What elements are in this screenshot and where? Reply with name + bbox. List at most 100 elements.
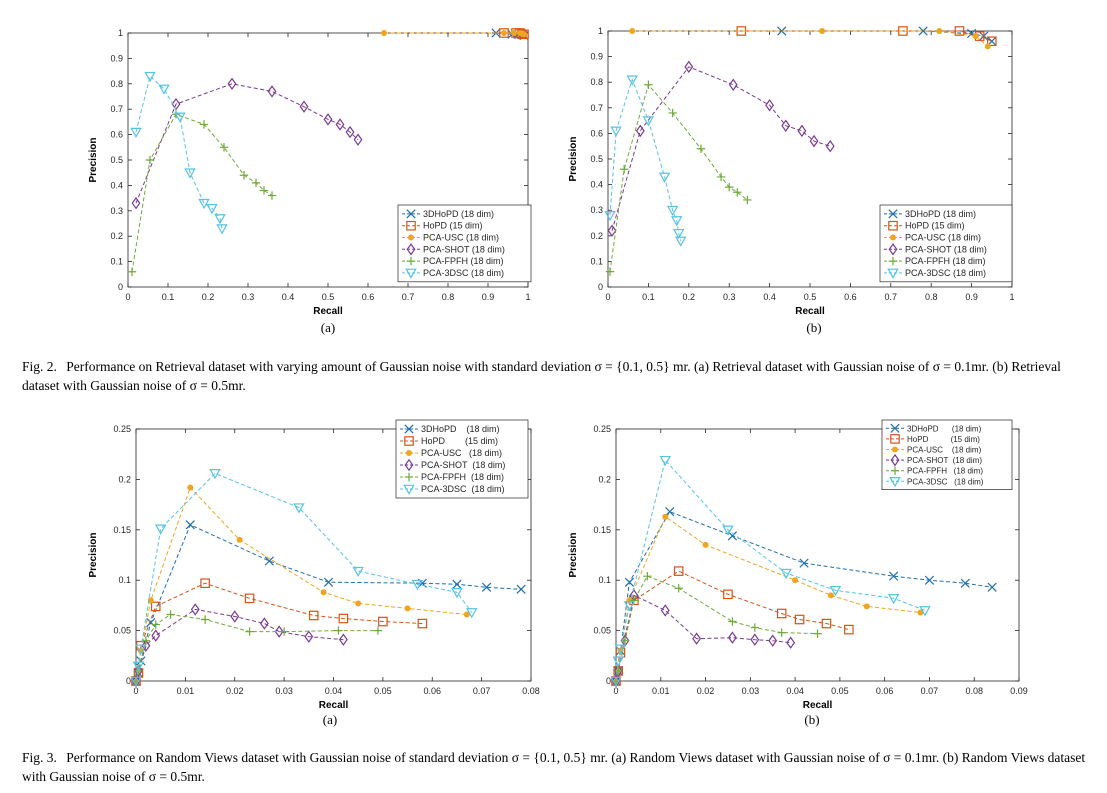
fig2b-ytick-label: 1: [598, 26, 603, 36]
fig3a-pca-shot-point: [338, 633, 348, 646]
fig3a-pca-fpfh-point: [279, 627, 289, 636]
fig2b-legend-marker: [890, 234, 896, 241]
fig3b-legend-marker: [890, 466, 900, 475]
fig3b-legend-marker: [892, 446, 898, 453]
fig3b-xtick-label: 0: [613, 686, 618, 696]
fig3b-pca-shot-point: [727, 631, 737, 644]
fig2a-pca-3dsc-point: [198, 198, 210, 210]
fig2b-pca-shot-line: [611, 66, 831, 231]
fig2b-series-pca-usc: [629, 28, 991, 50]
fig3a-3dhopd-point: [516, 584, 526, 594]
fig2a-ytick-label: 0.2: [110, 231, 123, 241]
fig2a-legend-box: [397, 204, 532, 283]
fig3b-pca-usc-point: [662, 513, 669, 520]
fig2a-chart: 0 0.1 0.2 0.3 0.4 0.5 0.6 0.7 0.8 0.9 1 0 0.1 0.2 0.3 0…: [88, 28, 532, 317]
fig3b-pca-shot-point: [660, 604, 670, 617]
fig3b-legend-marker: [890, 453, 900, 467]
fig2a-legend-marker: [406, 243, 416, 256]
fig2a-pca-usc-point: [381, 30, 387, 36]
fig2a-pca-fpfh-point: [219, 143, 229, 152]
fig3b-hopd-point: [673, 566, 684, 576]
fig3-caption: Fig. 3. Performance on Random Views data…: [22, 748, 1092, 786]
fig3b-ytick-label: 0.25: [593, 424, 611, 434]
fig3b-pca-usc-point: [792, 577, 799, 584]
fig3b-3dhopd-point: [960, 578, 970, 588]
fig3b-legend-marker: [890, 423, 900, 433]
fig2a-pca-fpfh-point: [199, 120, 209, 129]
fig2b-ytick-label: 0.7: [590, 103, 603, 113]
fig2b-pca-shot-point: [797, 124, 807, 138]
fig3b-ytick-label: 0.05: [593, 626, 611, 636]
fig2b-pca-shot-point: [635, 124, 645, 138]
fig3a-pca-shot-point: [151, 629, 161, 642]
fig2-caption: Fig. 2. Performance on Retrieval dataset…: [22, 357, 1092, 395]
fig3b-pca-fpfh-point: [614, 666, 623, 676]
fig2a-legend-marker: [408, 234, 414, 241]
fig2b-legend-marker: [888, 243, 898, 256]
fig2b-pca-3dsc-point: [658, 172, 671, 183]
fig3b-ytick-label: 0: [606, 676, 611, 686]
fig3b-xtick-label: 0.02: [697, 686, 715, 696]
fig2b-3dhopd-point: [918, 26, 928, 36]
fig3a-pca-fpfh-point: [373, 626, 383, 635]
fig3a-pca-shot-line: [135, 608, 344, 682]
fig3a-pca-3dsc-point: [352, 566, 364, 578]
fig2a-pca-fpfh-point: [239, 171, 249, 180]
fig3a-pca-shot-point: [230, 610, 240, 623]
fig2a-xlabel: Recall: [313, 306, 343, 317]
fig2b-pca-usc-point: [819, 28, 826, 34]
fig3-text: Performance on Random Views dataset with…: [22, 750, 1086, 784]
fig3a-pca-shot-point: [274, 625, 284, 638]
fig2a-pca-usc-point: [511, 30, 517, 36]
fig2a-pca-shot-point: [299, 100, 309, 113]
fig3b-legend-label-pca-3dsc: PCA-3DSC (18 dim): [907, 477, 984, 486]
fig2a-pca-3dsc-point: [216, 224, 228, 235]
fig2b-pca-fpfh-point: [716, 172, 726, 182]
fig3b-pca-fpfh-line: [615, 575, 818, 682]
fig3a-hopd-point: [150, 601, 161, 612]
fig3a-legend-label-hopd: HoPD (15 dim): [421, 436, 498, 446]
fig2b-pca-shot-point: [607, 224, 617, 237]
fig3a-legend-marker: [404, 472, 414, 482]
fig3a-pca-usc-point: [236, 536, 243, 543]
fig2a-pca-fpfh-point: [145, 155, 155, 165]
fig2b-pca-shot-point: [781, 119, 791, 132]
fig2b-xlabel: Recall: [795, 306, 825, 317]
fig2a-pca-3dsc-point: [130, 127, 142, 138]
fig3b-pca-shot-line: [615, 594, 791, 682]
fig2a-legend-marker: [406, 209, 416, 219]
fig2a-legend-label-hopd: HoPD (15 dim): [423, 221, 483, 231]
fig2b-pca-fpfh-point: [743, 195, 752, 205]
fig3a-hopd-point: [200, 578, 210, 589]
fig3b-pca-usc-point: [702, 541, 709, 548]
fig3b-hopd-point: [794, 614, 805, 625]
fig3a-legend-label-pca-3dsc: PCA-3DSC (18 dim): [421, 484, 505, 494]
fig2a-xtick-label: 1: [525, 292, 530, 302]
fig2b-series-pca-3dsc: [604, 75, 687, 247]
fig2b-legend-box: [879, 204, 1013, 283]
fig3b-pca-3dsc-line: [615, 459, 926, 682]
fig2b-pca-usc-point: [629, 28, 636, 34]
fig2b-ytick-label: 0.6: [590, 128, 603, 138]
fig2b-pca-fpfh-point: [733, 188, 742, 197]
fig2a-legend-marker: [406, 256, 416, 266]
fig3b-legend-label-pca-usc: PCA-USC (18 dim): [907, 446, 982, 455]
fig2b-pca-fpfh-point: [725, 182, 734, 192]
fig2b-pca-fpfh-point: [668, 108, 677, 118]
fig3a-sublabel: (a): [322, 712, 338, 727]
fig3a-pca-3dsc-point: [130, 676, 142, 687]
fig3b-xtick-label: 0.07: [921, 686, 939, 696]
fig3a-xtick-label: 0: [133, 686, 138, 696]
fig2a-pca-shot-line: [135, 83, 359, 204]
fig3a-pca-3dsc-point: [293, 503, 305, 514]
fig2a-legend-label-3dhopd: 3DHoPD (18 dim): [423, 209, 494, 219]
fig3b-hopd-point: [844, 624, 854, 635]
fig2b-legend-label-pca-usc: PCA-USC (18 dim): [905, 233, 981, 243]
fig2a-pca-3dsc-point: [174, 112, 186, 123]
fig3b-pca-3dsc-point: [612, 656, 624, 667]
fig2b-ytick-label: 0.5: [590, 154, 603, 164]
fig3b-legend-marker: [889, 477, 901, 488]
fig3a-pca-usc-point: [355, 600, 362, 607]
fig3b-pca-fpfh-point: [643, 571, 652, 581]
fig2b-pca-3dsc-point: [610, 126, 622, 137]
